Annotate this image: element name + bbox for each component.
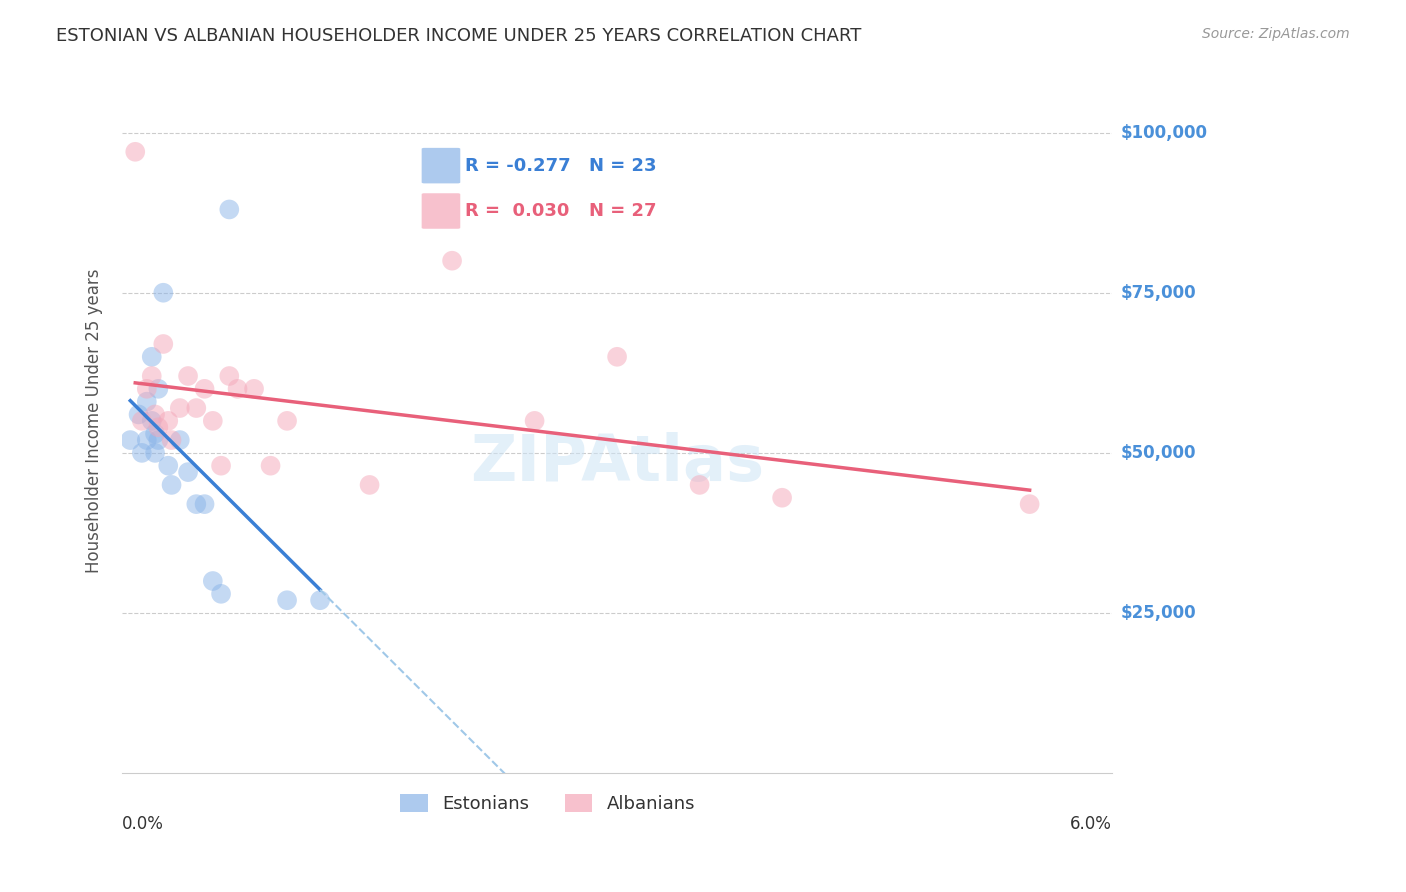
Point (209, 458, 232, 473)
Point (135, 382, 157, 396)
Point (148, 433, 170, 447)
Point (276, 414, 298, 428)
Point (128, 408, 150, 422)
Point (120, 433, 142, 447)
Point (160, 478, 183, 492)
Text: $50,000: $50,000 (1121, 444, 1197, 462)
Text: $25,000: $25,000 (1121, 604, 1197, 622)
Point (770, 491, 793, 505)
Point (193, 382, 215, 396)
Point (177, 465, 200, 479)
Point (157, 414, 180, 428)
Point (135, 394, 157, 409)
Point (177, 369, 200, 384)
Legend: Estonians, Albanians: Estonians, Albanians (394, 787, 703, 821)
Point (148, 420, 170, 434)
Point (201, 574, 224, 588)
Point (143, 408, 166, 422)
Point (226, 382, 249, 396)
Point (523, 414, 546, 428)
Point (131, 414, 153, 428)
Point (143, 446, 166, 460)
Point (124, 145, 146, 159)
Point (359, 478, 381, 492)
Point (157, 458, 180, 473)
Point (160, 433, 183, 447)
Point (606, 350, 628, 364)
Text: $100,000: $100,000 (1121, 124, 1208, 142)
Point (148, 382, 170, 396)
Point (259, 458, 281, 473)
Point (689, 478, 711, 492)
Text: $75,000: $75,000 (1121, 284, 1197, 301)
Y-axis label: Householder Income Under 25 years: Householder Income Under 25 years (86, 268, 103, 573)
Point (169, 401, 191, 415)
Point (243, 382, 266, 396)
Point (1018, 497, 1040, 511)
Point (209, 587, 232, 601)
Point (186, 401, 208, 415)
Point (218, 369, 240, 384)
Point (141, 369, 163, 384)
Point (201, 414, 224, 428)
Point (169, 433, 191, 447)
Text: Source: ZipAtlas.com: Source: ZipAtlas.com (1202, 27, 1350, 41)
Point (135, 433, 157, 447)
Point (193, 497, 215, 511)
Point (141, 414, 163, 428)
Text: 6.0%: 6.0% (1070, 815, 1112, 833)
Point (309, 593, 332, 607)
Point (218, 202, 240, 217)
Point (186, 497, 208, 511)
Point (131, 446, 153, 460)
Text: ESTONIAN VS ALBANIAN HOUSEHOLDER INCOME UNDER 25 YEARS CORRELATION CHART: ESTONIAN VS ALBANIAN HOUSEHOLDER INCOME … (56, 27, 862, 45)
Point (141, 350, 163, 364)
Point (276, 593, 298, 607)
Text: ZIPAtlas: ZIPAtlas (470, 432, 763, 494)
Point (441, 253, 464, 268)
Point (143, 426, 166, 441)
Text: 0.0%: 0.0% (122, 815, 165, 833)
Point (152, 337, 174, 351)
Point (152, 285, 174, 300)
